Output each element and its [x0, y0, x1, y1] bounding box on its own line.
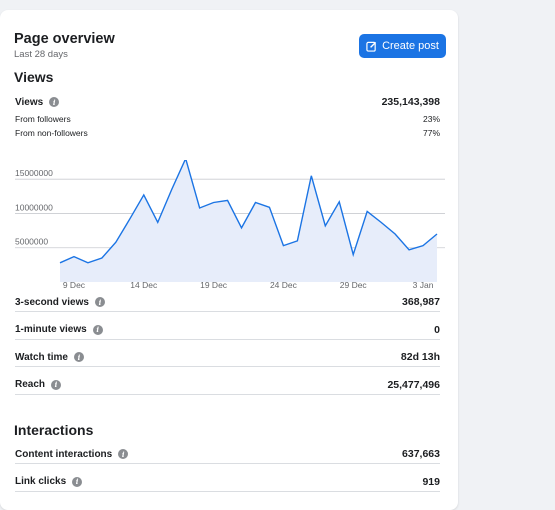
views-value: 235,143,398 [381, 96, 440, 108]
x-tick-label: 9 Dec [63, 280, 86, 290]
interactions-heading: Interactions [14, 422, 94, 438]
metric-row: Link clicks i 919 [15, 476, 440, 488]
y-tick-label: 5000000 [15, 237, 48, 247]
views-line [59, 160, 438, 264]
info-icon[interactable]: i [51, 379, 62, 390]
divider [15, 490, 440, 492]
metric-value: 25,477,496 [387, 378, 440, 391]
info-icon[interactable]: i [73, 352, 84, 362]
page-overview-card: Page overview Last 28 days Create post V… [0, 10, 458, 510]
views-label: Views [15, 96, 44, 108]
metric-row: Reach i 25,477,496 [15, 379, 440, 391]
x-tick-label: 19 Dec [200, 280, 228, 290]
nonfollowers-value: 77% [422, 128, 440, 138]
metric-value: 637,663 [402, 448, 440, 460]
create-post-button[interactable]: Create post [359, 34, 446, 58]
metric-value: 919 [422, 475, 440, 488]
metric-label: Link clicks [15, 476, 67, 487]
divider [15, 338, 440, 340]
metric-label: 1-minute views [15, 324, 87, 335]
date-range-label: Last 28 days [14, 49, 68, 60]
x-tick-label: 24 Dec [270, 280, 298, 290]
info-icon[interactable]: i [49, 97, 60, 107]
y-tick-label: 10000000 [15, 202, 53, 212]
info-icon[interactable]: i [92, 324, 103, 335]
metric-value: 82d 13h [400, 351, 440, 363]
info-icon[interactable]: i [118, 449, 129, 459]
metric-row: 3-second views i 368,987 [15, 296, 440, 308]
scrollbar[interactable] [549, 0, 555, 500]
info-icon[interactable]: i [72, 476, 83, 487]
followers-value: 23% [422, 114, 440, 124]
metric-row: Watch time i 82d 13h [15, 351, 440, 363]
views-heading: Views [14, 69, 54, 85]
followers-row: From followers 23% [15, 114, 440, 124]
x-tick-label: 14 Dec [130, 280, 158, 290]
divider [15, 366, 440, 367]
views-area [60, 160, 437, 282]
divider [15, 463, 440, 464]
create-post-label: Create post [382, 40, 439, 52]
info-icon[interactable]: i [94, 297, 105, 307]
page-title: Page overview [14, 31, 115, 47]
metric-row: Content interactions i 637,663 [15, 448, 440, 460]
metric-value: 368,987 [402, 296, 440, 308]
x-tick-label: 3 Jan [413, 280, 434, 290]
metric-value: 0 [434, 323, 440, 336]
divider [15, 393, 440, 395]
edit-icon [366, 41, 377, 52]
metric-label: Watch time [15, 351, 68, 363]
divider [15, 311, 440, 312]
x-tick-label: 29 Dec [340, 280, 368, 290]
followers-label: From followers [15, 114, 71, 124]
metric-label: Reach [15, 379, 46, 390]
metric-label: 3-second views [15, 296, 89, 308]
nonfollowers-label: From non-followers [15, 128, 88, 138]
nonfollowers-row: From non-followers 77% [15, 128, 440, 138]
views-total-row: Views i 235,143,398 [15, 96, 440, 108]
views-chart: 5000000 10000000 15000000 9 Dec 14 Dec 19 Dec… [15, 160, 445, 290]
metric-label: Content interactions [15, 448, 113, 460]
metric-row: 1-minute views i 0 [15, 324, 440, 336]
y-tick-label: 15000000 [15, 168, 53, 178]
